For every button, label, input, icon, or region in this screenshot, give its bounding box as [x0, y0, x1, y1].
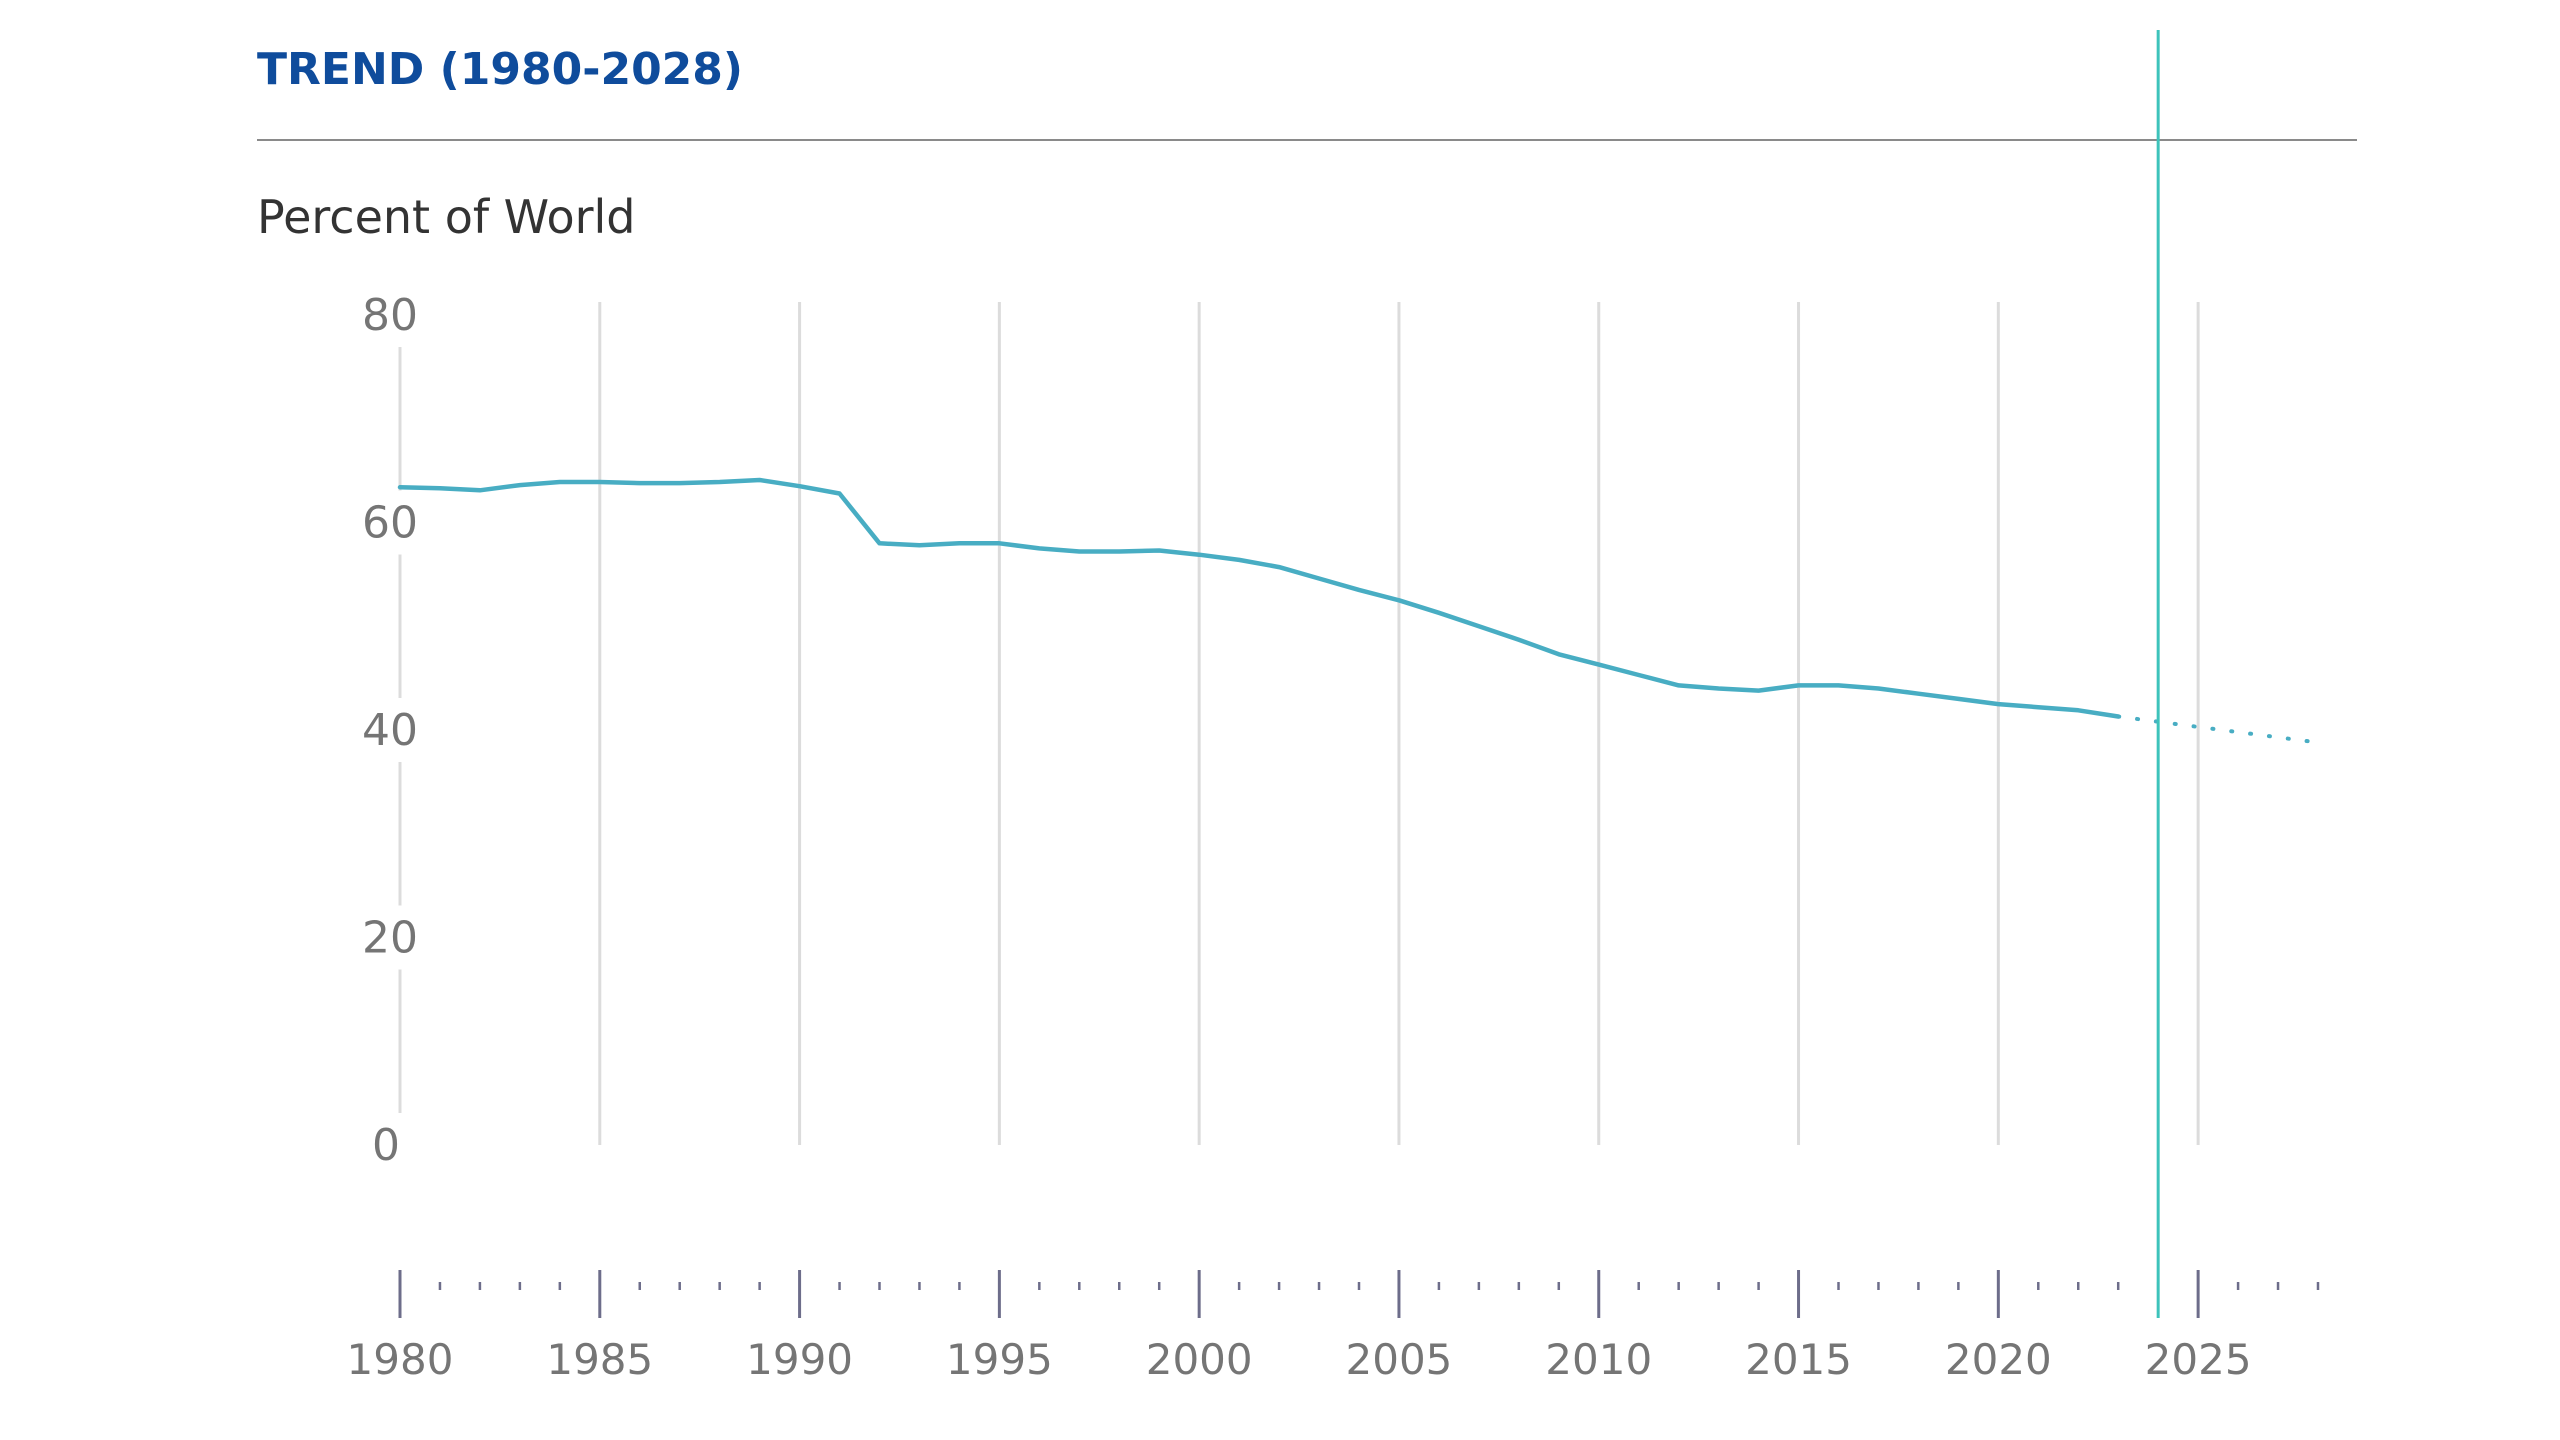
x-tick-label: 2005	[1346, 1335, 1453, 1384]
x-tick-label: 2020	[1945, 1335, 2052, 1384]
x-tick-label: 1995	[946, 1335, 1053, 1384]
x-axis: 1980 1985 1990 1995 2000 2005 2010 2015 2020 2025	[347, 1270, 2320, 1384]
y-tick-label: 20	[362, 913, 418, 964]
x-tick-label: 1985	[546, 1335, 653, 1384]
y-axis: 0 20 40 60 80	[362, 290, 418, 1171]
y-axis-units-label: Percent of World	[257, 190, 636, 244]
y-tick-label: 60	[362, 498, 418, 549]
y-tick-label: 40	[362, 705, 418, 756]
chart-title: TREND (1980-2028)	[257, 44, 744, 95]
x-tick-label: 1990	[746, 1335, 853, 1384]
y-tick-label: 0	[372, 1120, 400, 1171]
x-tick-label: 2000	[1146, 1335, 1253, 1384]
x-tick-label: 2015	[1745, 1335, 1852, 1384]
series-lines	[397, 477, 2320, 745]
grid-lines	[598, 302, 2200, 1145]
x-tick-label: 1980	[347, 1335, 454, 1384]
x-tick-label: 2010	[1545, 1335, 1652, 1384]
historical-series-line	[397, 477, 2121, 719]
y-tick-label: 80	[362, 290, 418, 341]
projection-series-line	[2116, 714, 2320, 745]
title-divider	[257, 139, 2357, 141]
x-tick-label: 2025	[2145, 1335, 2252, 1384]
